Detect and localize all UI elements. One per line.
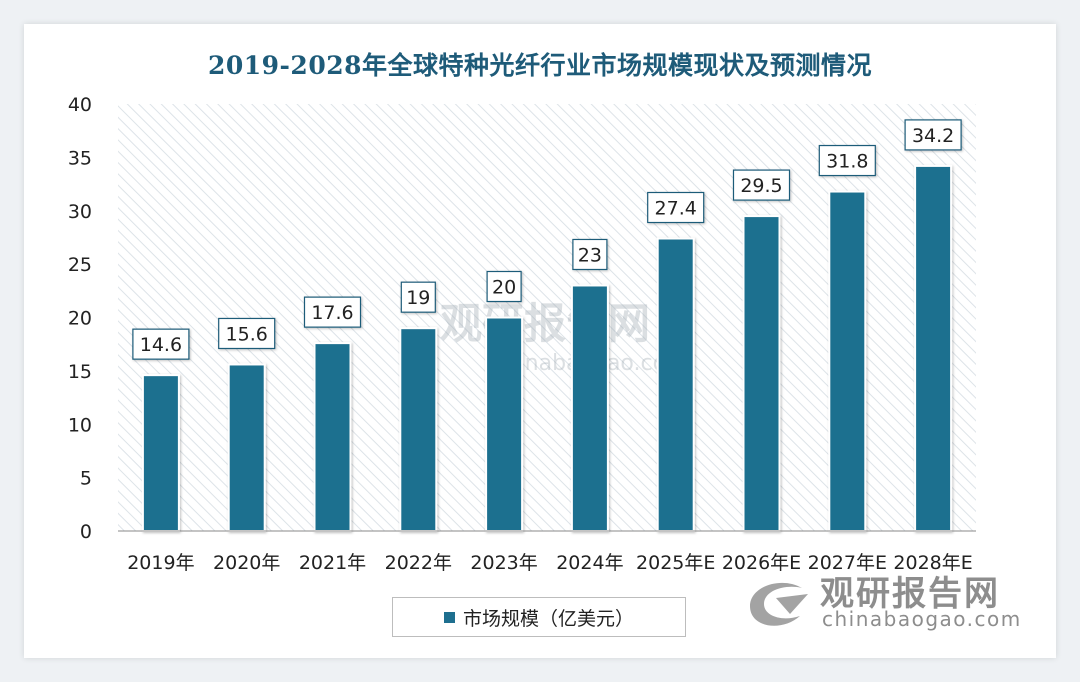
data-label: 14.6 (140, 334, 182, 356)
legend-label: 市场规模（亿美元） (462, 607, 634, 630)
x-tick-label: 2020年 (213, 552, 280, 574)
data-label: 34.2 (912, 125, 954, 147)
data-label-box (218, 317, 276, 350)
y-tick-label: 20 (68, 308, 92, 330)
data-label: 31.8 (826, 151, 868, 173)
legend: 市场规模（亿美元） (392, 597, 686, 637)
data-label: 20 (492, 277, 516, 299)
bar (399, 327, 438, 532)
x-tick-label: 2026年E (722, 552, 801, 574)
watermark-logo-icon (750, 582, 808, 626)
data-label-box (647, 191, 705, 224)
data-label-box (904, 119, 962, 151)
data-label-box (818, 144, 876, 177)
bar (828, 190, 867, 532)
x-tick-label: 2025年E (636, 552, 715, 574)
bar (485, 316, 524, 532)
data-label: 27.4 (655, 198, 697, 220)
watermark-domain: chinabaogao.com (822, 607, 1022, 631)
data-label: 23 (578, 244, 602, 266)
data-label-box (486, 270, 522, 303)
x-tick-label: 2028年E (893, 552, 972, 574)
x-tick-label: 2021年 (299, 552, 366, 574)
x-tick-label: 2027年E (808, 552, 887, 574)
bar (570, 284, 609, 532)
y-tick-label: 25 (68, 254, 92, 276)
bar (742, 215, 781, 532)
center-watermark-brand: 观研报告网 (440, 299, 650, 348)
watermark-brand: 观研报告网 (820, 574, 1000, 614)
y-tick-label: 35 (68, 147, 92, 169)
y-tick-label: 15 (68, 361, 92, 383)
data-label: 15.6 (226, 323, 268, 345)
y-tick-label: 5 (80, 468, 92, 490)
x-tick-label: 2024年 (556, 552, 623, 574)
data-label-box (400, 281, 436, 313)
data-label-box (572, 238, 608, 271)
bar (914, 164, 953, 532)
y-tick-label: 30 (68, 201, 92, 223)
data-label: 29.5 (740, 175, 782, 197)
bar (227, 363, 266, 532)
data-label: 19 (406, 287, 430, 309)
bar (141, 374, 180, 532)
data-label-box (132, 328, 190, 360)
data-label-box (303, 296, 362, 328)
bar (313, 342, 352, 532)
legend-swatch (443, 611, 455, 623)
x-tick-label: 2022年 (385, 552, 452, 574)
data-label-box (732, 169, 791, 201)
y-tick-label: 40 (68, 94, 92, 116)
data-label: 17.6 (311, 302, 353, 324)
bar (656, 237, 695, 532)
chart-title: 2019-2028年全球特种光纤行业市场规模现状及预测情况 (207, 51, 873, 80)
x-tick-label: 2019年 (127, 552, 194, 574)
x-tick-label: 2023年 (470, 552, 537, 574)
y-tick-label: 0 (80, 521, 92, 543)
y-tick-label: 10 (68, 414, 92, 436)
